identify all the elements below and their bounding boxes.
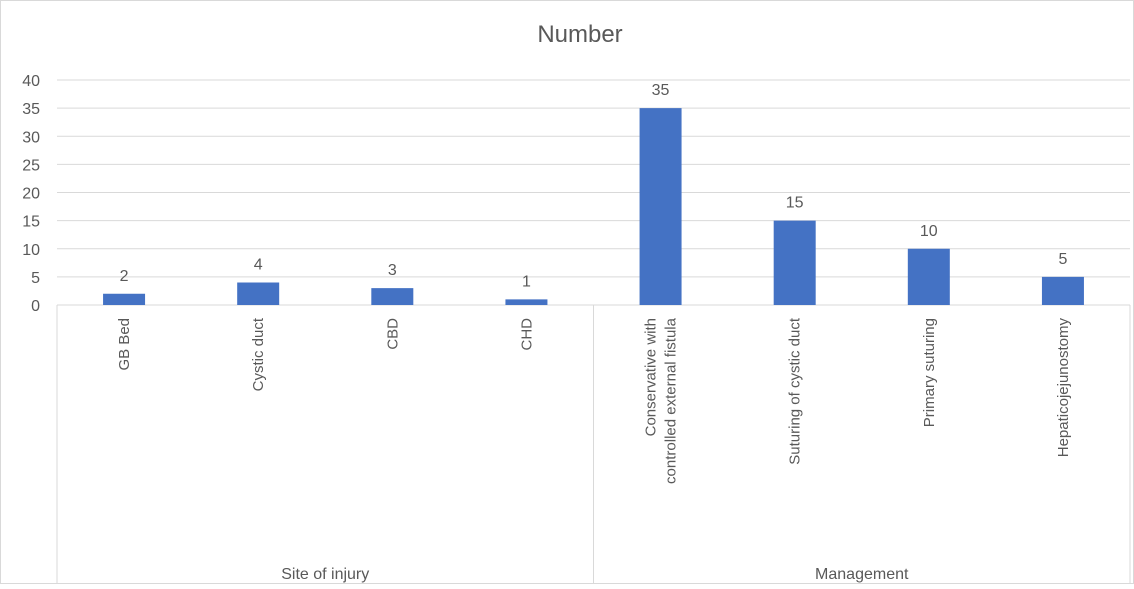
data-label: 3 — [388, 262, 397, 279]
y-axis-ticks: 0 5 10 15 20 25 30 35 40 — [22, 73, 40, 315]
y-tick-label: 30 — [22, 129, 40, 146]
x-category-label: Conservative with controlled external fis… — [643, 317, 680, 484]
bar — [237, 282, 280, 305]
x-category-label: CBD — [384, 318, 401, 350]
gridlines — [57, 79, 1130, 306]
x-category-label: GB Bed — [116, 318, 133, 371]
data-labels: 2 4 3 1 35 15 10 5 — [120, 82, 1068, 290]
y-tick-label: 25 — [22, 157, 40, 174]
x-category-label: Primary suturing — [921, 318, 938, 427]
y-tick-label: 5 — [31, 270, 40, 287]
data-label: 5 — [1058, 251, 1067, 268]
y-tick-label: 15 — [22, 214, 40, 231]
x-category-label: Hepaticojejunostomy — [1055, 318, 1072, 458]
bar — [505, 299, 548, 305]
data-label: 1 — [522, 273, 531, 290]
bar — [639, 108, 682, 305]
x-category-label: Suturing of cystic duct — [787, 317, 804, 465]
data-label: 2 — [120, 268, 129, 285]
y-tick-label: 35 — [22, 101, 40, 118]
data-label: 35 — [652, 82, 670, 99]
x-axis: GB Bed Cystic duct CBD CHD Conservative with… — [56, 305, 1131, 584]
bar — [1041, 276, 1084, 305]
x-category-label: CHD — [518, 318, 535, 351]
y-tick-label: 20 — [22, 186, 40, 203]
data-label: 10 — [920, 223, 938, 240]
bar — [103, 293, 146, 305]
x-group-label: Site of injury — [281, 566, 369, 583]
data-label: 15 — [786, 195, 804, 212]
bar — [371, 288, 414, 305]
y-tick-label: 0 — [31, 298, 40, 315]
data-label: 4 — [254, 257, 263, 274]
bar — [773, 220, 816, 305]
chart-title: Number — [537, 21, 622, 48]
bars — [103, 108, 1084, 305]
y-tick-label: 10 — [22, 242, 40, 259]
y-tick-label: 40 — [22, 73, 40, 90]
x-group-label: Management — [815, 566, 909, 583]
x-category-label: Cystic duct — [250, 317, 267, 391]
bar — [907, 248, 950, 305]
